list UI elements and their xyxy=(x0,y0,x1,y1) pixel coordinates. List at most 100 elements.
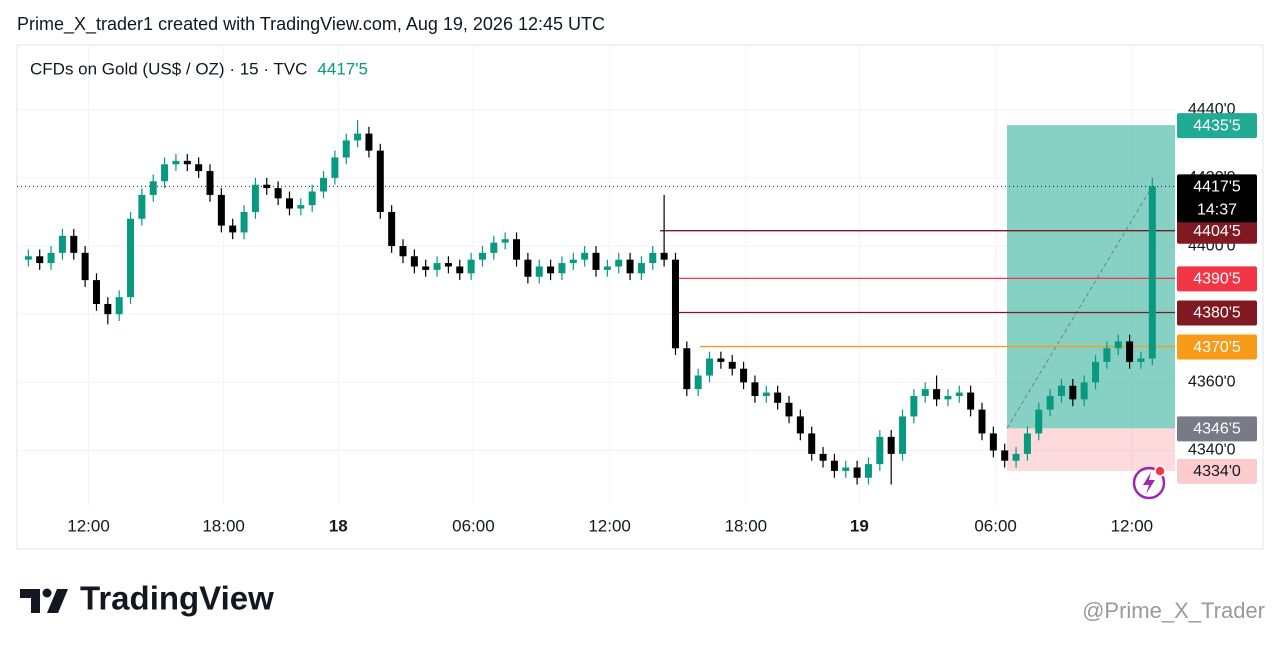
candle-body xyxy=(172,160,180,165)
candle-body xyxy=(183,160,191,165)
pane-border xyxy=(16,44,1264,550)
y-tick-label: 4340'0 xyxy=(1188,442,1236,459)
candle-body xyxy=(58,235,66,253)
candle-body xyxy=(422,266,430,270)
price-label-box xyxy=(1177,174,1257,223)
candle-body xyxy=(467,259,475,274)
candle-body xyxy=(1001,450,1009,461)
candle-body xyxy=(70,235,78,253)
candle-body xyxy=(649,252,657,264)
candle-body xyxy=(683,348,691,390)
price-label: 4380'5 xyxy=(1193,305,1241,322)
x-tick-label: 06:00 xyxy=(974,516,1017,535)
candle-body xyxy=(626,259,634,274)
candle-body xyxy=(354,133,362,141)
candle-body xyxy=(558,263,566,274)
price-label-box xyxy=(1177,266,1257,292)
candle-body xyxy=(1080,382,1088,400)
candle-body xyxy=(706,358,714,376)
candle-body xyxy=(285,198,293,209)
candle-body xyxy=(24,256,32,260)
candle-body xyxy=(842,467,850,471)
candle-body xyxy=(853,467,861,478)
candle-body xyxy=(989,433,997,451)
candle-body xyxy=(569,259,577,264)
candle-body xyxy=(671,259,679,349)
candle-body xyxy=(388,211,396,247)
y-tick-label: 4360'0 xyxy=(1188,374,1236,391)
candle-body xyxy=(149,181,157,195)
price-labels: 4435'5 4404'5 4390'5 4380'5 4370'5 4346'5 4334… xyxy=(1177,113,1257,484)
candle-body xyxy=(1046,395,1054,410)
candle-body xyxy=(1023,433,1031,454)
candle-body xyxy=(513,239,521,260)
candle-body xyxy=(864,464,872,478)
price-label: 4435'5 xyxy=(1193,117,1241,134)
symbol-price: 4417'5 xyxy=(317,59,368,78)
price-label: 4404'5 xyxy=(1193,223,1241,240)
x-tick-label: 18 xyxy=(329,516,348,535)
candle-body xyxy=(410,256,418,267)
candle-body xyxy=(161,164,169,182)
candle-body xyxy=(615,259,623,267)
candle-body xyxy=(399,246,407,257)
candle-body xyxy=(1114,341,1122,349)
candle-body xyxy=(637,263,645,274)
candle-body xyxy=(592,252,600,270)
candle-body xyxy=(751,382,759,396)
trade-path xyxy=(1006,186,1153,429)
candle-body xyxy=(444,263,452,267)
candle-body xyxy=(127,218,135,298)
stop-zone xyxy=(1007,428,1175,471)
candle-body xyxy=(433,263,441,270)
candle-body xyxy=(92,280,100,304)
flash-icon xyxy=(1132,465,1166,500)
x-tick-label: 12:00 xyxy=(1111,516,1154,535)
price-label: 4390'5 xyxy=(1193,271,1241,288)
candle-body xyxy=(36,256,44,264)
x-tick-label: 18:00 xyxy=(725,516,768,535)
candle-body xyxy=(274,188,282,199)
candle-body xyxy=(1012,453,1020,461)
candle-body xyxy=(955,392,963,396)
watermark: @Prime_X_Trader xyxy=(1082,598,1265,623)
price-label: 4346'5 xyxy=(1193,421,1241,438)
candle-body xyxy=(1126,341,1134,362)
candle-body xyxy=(785,402,793,417)
candle-body xyxy=(47,252,55,264)
candle-body xyxy=(331,157,339,178)
candles xyxy=(24,119,1156,485)
candle-body xyxy=(1069,385,1077,400)
candle-body xyxy=(978,409,986,434)
brand: TradingView xyxy=(80,580,274,617)
target-zone xyxy=(1007,125,1175,429)
price-label: 4370'5 xyxy=(1193,339,1241,356)
candle-body xyxy=(240,211,248,233)
candle-body xyxy=(887,436,895,454)
candle-body xyxy=(808,433,816,454)
price-label-box xyxy=(1177,218,1257,244)
x-tick-label: 12:00 xyxy=(588,516,631,535)
candle-body xyxy=(115,297,123,315)
candle-body xyxy=(263,184,271,189)
candle-body xyxy=(535,266,543,277)
candle-body xyxy=(694,375,702,390)
price-label-box xyxy=(1177,334,1257,360)
symbol: CFDs on Gold (US$ / OZ) · 15 · TVC xyxy=(30,59,307,78)
candle-body xyxy=(524,259,532,277)
candle-body xyxy=(774,392,782,403)
candle-body xyxy=(967,392,975,410)
candle-body xyxy=(320,177,328,192)
candle-body xyxy=(342,140,350,158)
candle-body xyxy=(819,453,827,461)
candle-body xyxy=(376,150,384,212)
price-label-box xyxy=(1177,458,1257,484)
candle-body xyxy=(206,171,214,195)
candle-body xyxy=(297,205,305,209)
candle-body xyxy=(195,164,203,172)
candle-body xyxy=(308,191,316,206)
candle-body xyxy=(603,266,611,270)
candle-body xyxy=(1057,385,1065,396)
brand-logo xyxy=(20,588,68,613)
